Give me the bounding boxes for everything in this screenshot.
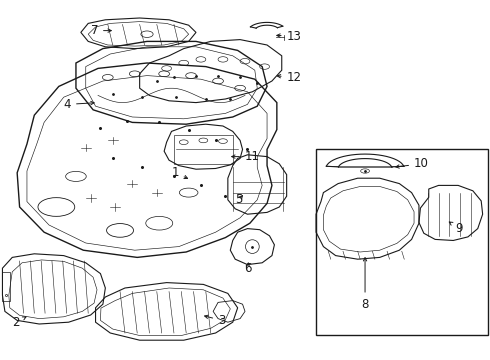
Text: 10: 10: [396, 157, 429, 170]
Text: 1: 1: [172, 166, 188, 179]
Text: 2: 2: [12, 316, 26, 329]
Text: 13: 13: [277, 30, 301, 42]
Text: 7: 7: [91, 24, 111, 37]
Text: 3: 3: [205, 314, 225, 327]
Text: 6: 6: [244, 262, 251, 275]
Text: 9: 9: [449, 222, 463, 235]
Text: 12: 12: [277, 71, 302, 84]
Text: 11: 11: [232, 150, 260, 163]
Text: 8: 8: [361, 258, 369, 311]
Text: 5: 5: [235, 193, 243, 206]
Text: 4: 4: [64, 98, 94, 111]
Bar: [316, 149, 488, 335]
